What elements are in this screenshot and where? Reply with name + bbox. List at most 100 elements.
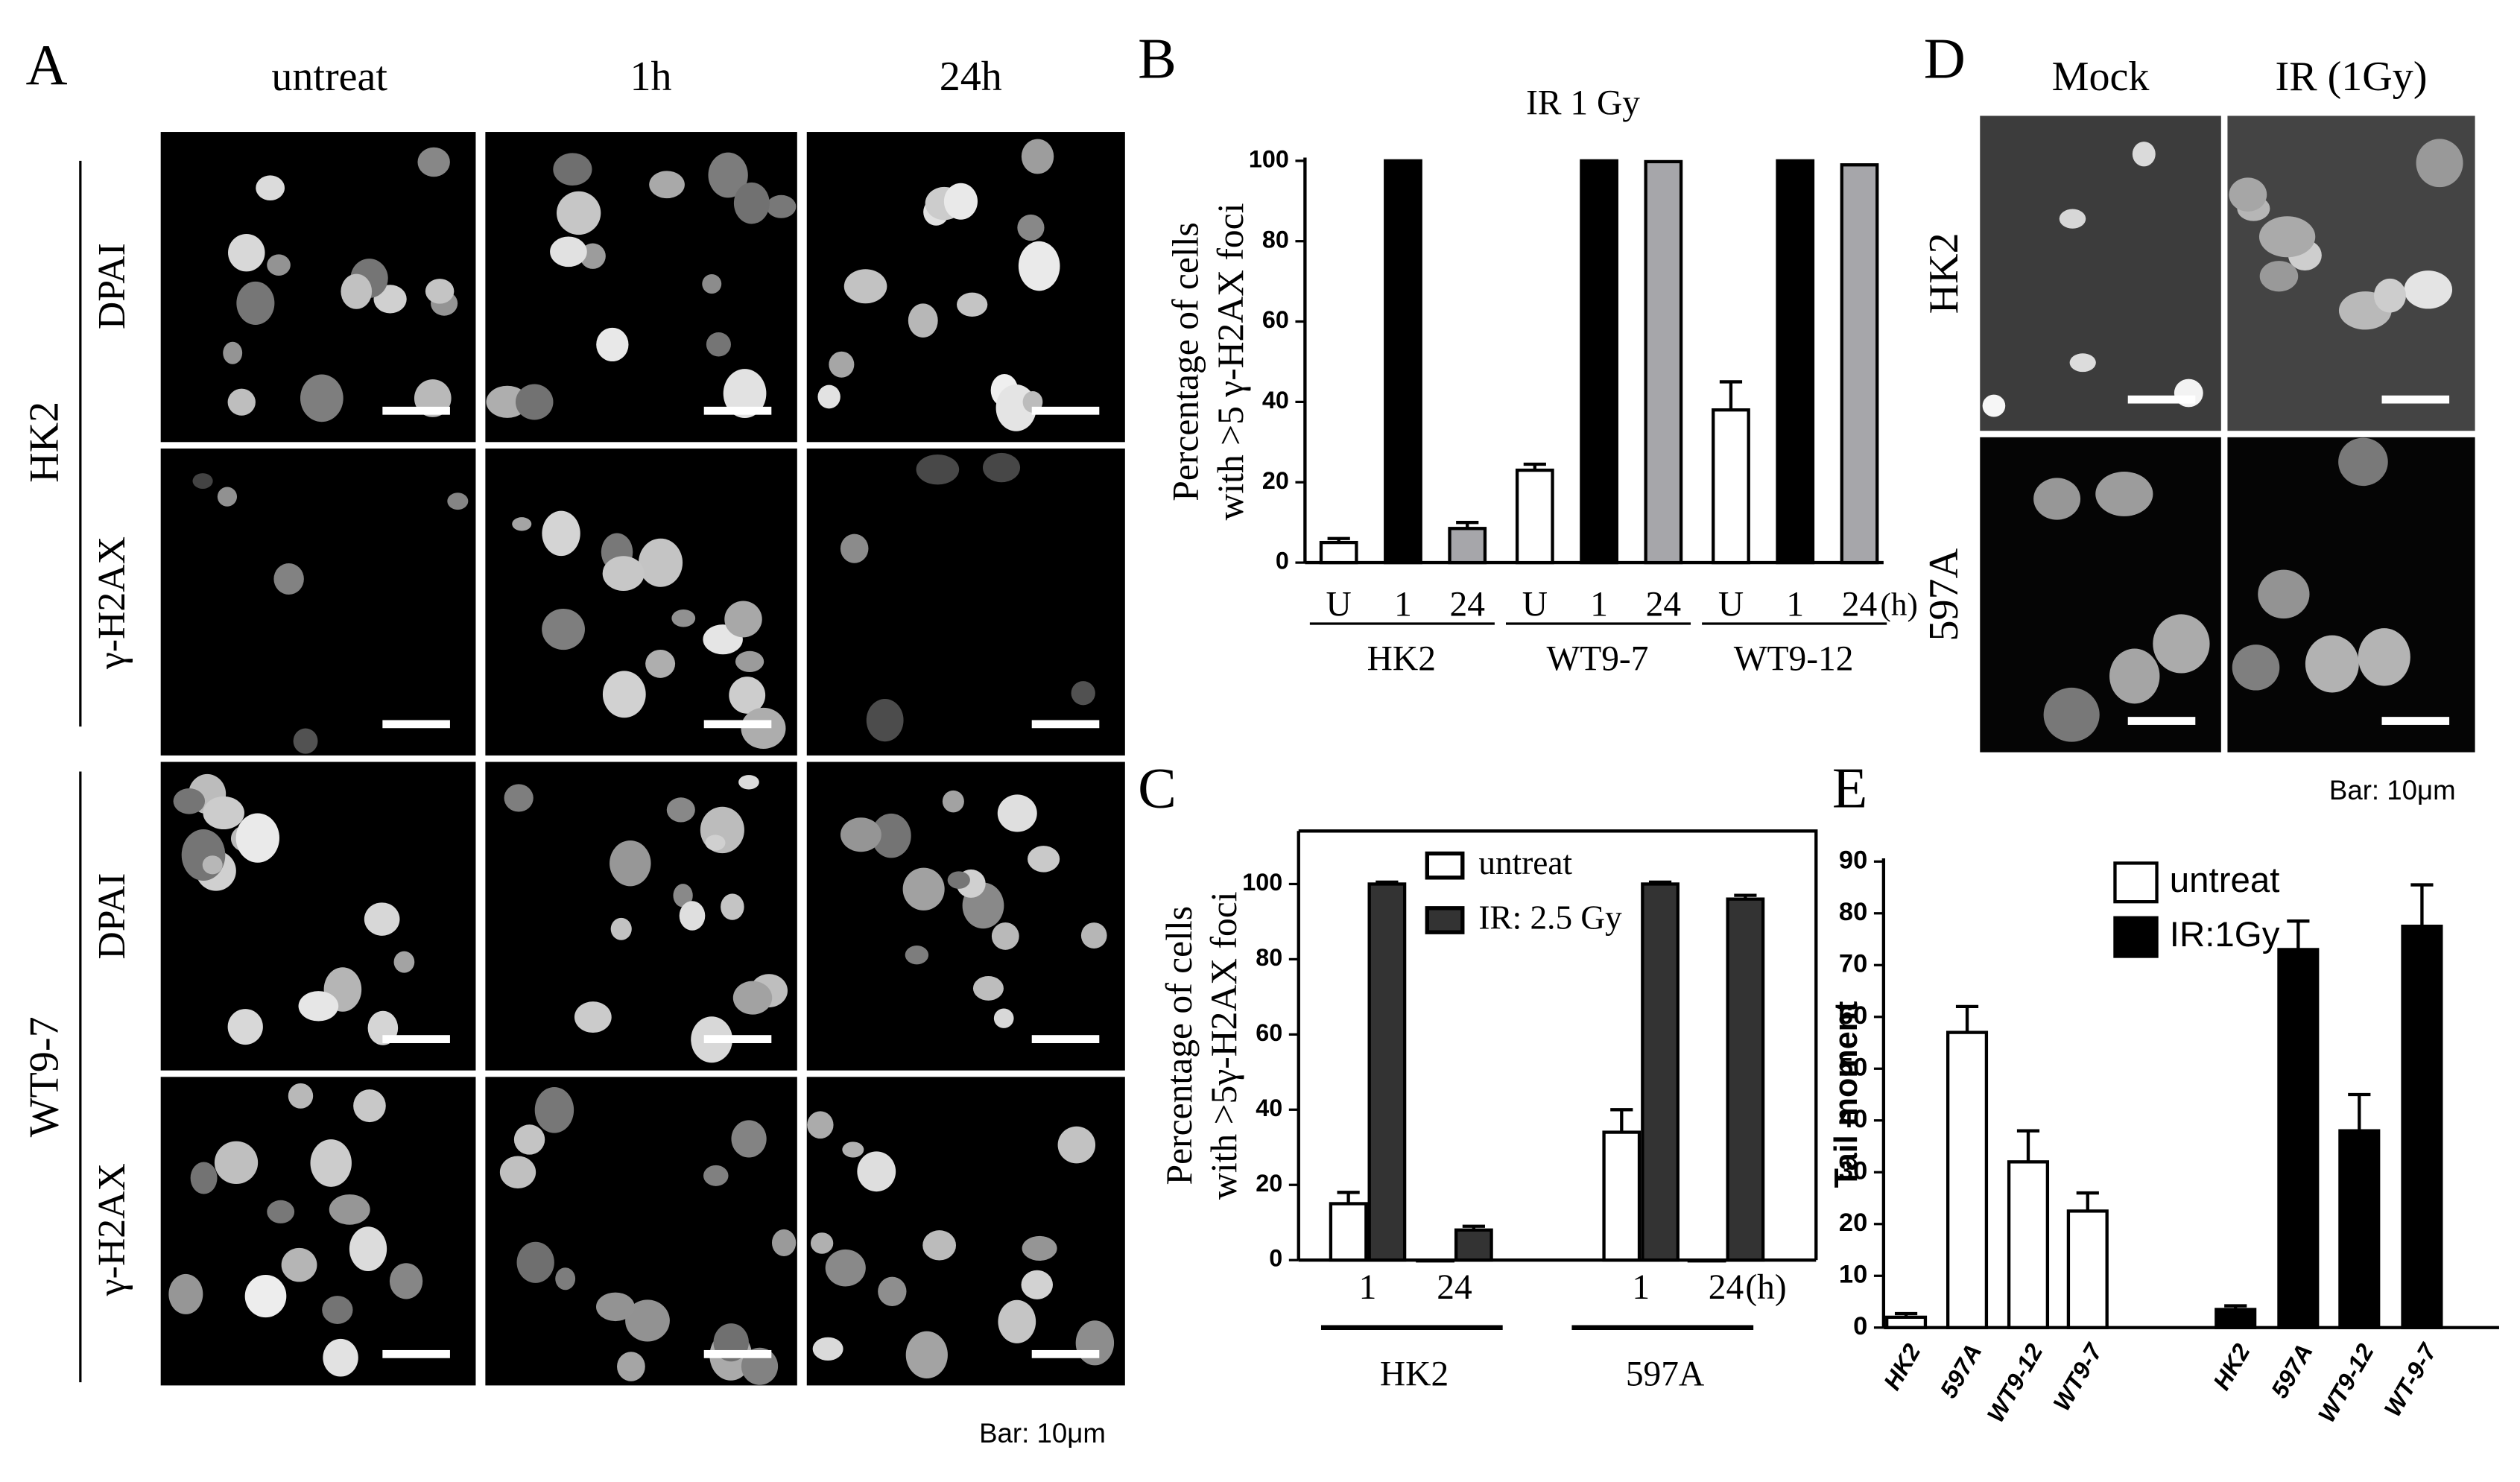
legend-swatch [2113, 916, 2159, 958]
nucleus [1022, 1235, 1057, 1261]
nucleus [2109, 648, 2160, 704]
stain-label: γ-H2AX [91, 1163, 133, 1296]
nucleus [998, 1299, 1036, 1343]
panel-label: E [1832, 756, 1867, 820]
micrograph [806, 448, 1125, 756]
scale-bar [1031, 720, 1100, 729]
bar [2215, 1308, 2257, 1329]
error-bar [1894, 1311, 1918, 1317]
y-tick-label: 60 [1262, 306, 1289, 333]
bar [1384, 159, 1422, 565]
nucleus [1071, 681, 1095, 706]
nucleus [812, 1337, 843, 1361]
error-bar [1523, 462, 1546, 471]
error-bar [1610, 1108, 1633, 1133]
nucleus [2404, 270, 2453, 309]
bar [1319, 540, 1358, 565]
scale-bar [382, 406, 450, 415]
error-bar [1648, 880, 1672, 884]
bar [1946, 1030, 1989, 1329]
nucleus [223, 341, 243, 364]
nucleus [735, 650, 764, 673]
error-bar [1462, 1224, 1485, 1230]
nucleus [417, 147, 450, 177]
column-header: IR (1Gy) [2276, 54, 2428, 100]
y-tick-label: 20 [1262, 467, 1289, 494]
y-tick-label: 60 [1839, 1001, 1867, 1030]
bar [1416, 1258, 1454, 1263]
nucleus [723, 369, 767, 419]
nucleus [574, 1001, 612, 1033]
nucleus [323, 1338, 358, 1377]
bar [2066, 1209, 2109, 1329]
nucleus [236, 281, 275, 325]
nucleus [364, 902, 400, 936]
nucleus [555, 1267, 576, 1291]
micrographs [160, 115, 2475, 1386]
y-tick-label: 100 [1249, 145, 1289, 172]
bar [1580, 159, 1618, 565]
panel-label: B [1138, 26, 1177, 90]
nucleus [273, 563, 304, 595]
y-tick-label: 80 [1256, 944, 1282, 971]
x-tick-label: 24 [1646, 585, 1681, 624]
nucleus [610, 840, 651, 887]
nucleus [267, 254, 291, 276]
nucleus [1028, 846, 1060, 873]
y-axis-label: Tail moment [1829, 1001, 1864, 1188]
x-tick-label: 24 [1842, 585, 1877, 624]
nucleus [2229, 177, 2267, 212]
x-tick-label: 1 [1632, 1268, 1650, 1307]
nucleus [817, 384, 840, 409]
nucleus [625, 1299, 670, 1342]
nucleus [516, 1241, 554, 1283]
x-unit: (h) [1745, 1268, 1786, 1307]
bar [1726, 897, 1765, 1262]
bar [1329, 1202, 1368, 1262]
nucleus [217, 487, 238, 507]
legend-label: untreat [1478, 844, 1572, 881]
legend-label: IR: 2.5 Gy [1478, 899, 1622, 936]
y-tick-label: 80 [1839, 898, 1867, 926]
nucleus [203, 796, 244, 830]
chart-title: IR 1 Gy [1526, 83, 1640, 122]
nucleus [721, 893, 744, 920]
nucleus [168, 1273, 203, 1314]
legend-swatch [2113, 861, 2159, 904]
nucleus [550, 236, 587, 267]
nucleus [972, 976, 1004, 1001]
nucleus [842, 1141, 864, 1158]
scale-bar [382, 1035, 450, 1043]
scale-bar [2381, 717, 2450, 725]
nucleus [553, 153, 592, 186]
error-bar [1327, 536, 1350, 543]
bar [1448, 527, 1487, 565]
nucleus [731, 1120, 767, 1158]
error-bar [2076, 1191, 2099, 1212]
nucleus [738, 775, 759, 790]
nucleus [645, 649, 676, 678]
nucleus [2373, 278, 2406, 313]
nucleus [2059, 209, 2086, 229]
nucleus [732, 981, 773, 1015]
nucleus [741, 707, 786, 750]
nucleus [702, 273, 722, 294]
nucleus [202, 855, 223, 875]
nucleus [671, 609, 696, 627]
y-tick-label: 40 [1256, 1095, 1282, 1121]
nucleus [905, 946, 929, 965]
scale-bar [703, 1349, 772, 1358]
nucleus [298, 991, 339, 1022]
nucleus [512, 517, 532, 531]
error-bar [1337, 1191, 1360, 1204]
nucleus [181, 829, 226, 881]
y-axis-label: Percentage of cells [1165, 222, 1206, 501]
nucleus [1021, 1270, 1053, 1299]
bar [2007, 1160, 2050, 1329]
group-label: 597A [1626, 1355, 1704, 1394]
nucleus [513, 1124, 545, 1155]
bar [2277, 948, 2320, 1329]
y-tick-label: 70 [1839, 949, 1867, 978]
legend-swatch [1425, 906, 1465, 934]
